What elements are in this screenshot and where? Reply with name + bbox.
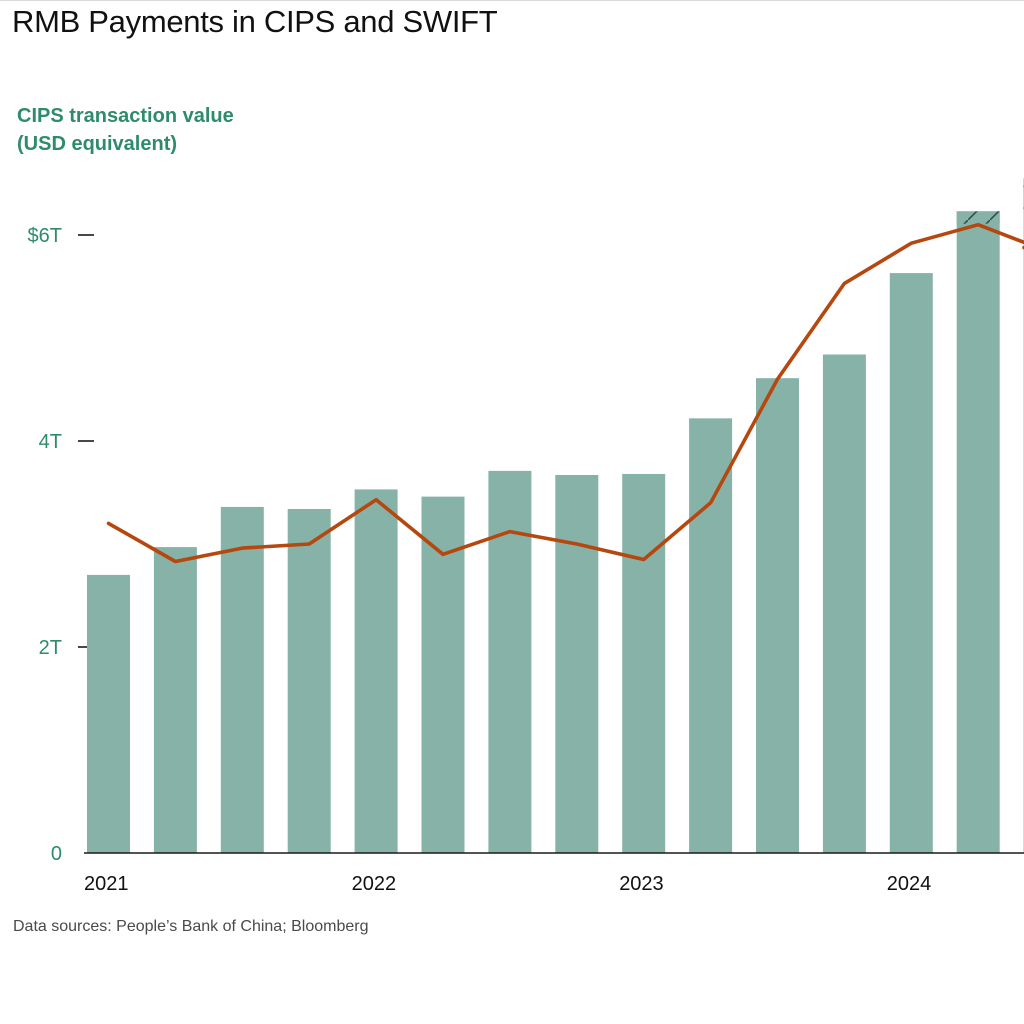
top-rule [0,0,1024,1]
x-tick-label-2: 2023 [619,873,664,895]
bar-2022-q4 [555,474,599,853]
bars [87,178,1024,854]
bar-2022-q1 [354,489,398,853]
y-tick-label-3: $6T [28,225,62,247]
bar-2021-q3 [220,506,264,853]
y-tick-label-0: 0 [51,843,62,865]
x-tick-label-3: 2024 [887,873,932,895]
y-axis: 0 2T 4T $6T [28,225,94,865]
chart-title: RMB Payments in CIPS and SWIFT [12,4,498,39]
bar-2022-q3 [488,470,532,853]
bar-2023-q2 [689,418,733,853]
y-tick-label-2: 4T [39,431,62,453]
line-rmb-share [106,222,1024,564]
bar-2021-q2 [153,547,197,853]
x-tick-label-0: 2021 [84,873,129,895]
bar-2023-q3 [756,378,799,853]
y-axis-title-line-2: (USD equivalent) [17,133,178,155]
bar-hatch-2024-q2 [956,211,1000,224]
bar-2021-q4 [287,508,331,853]
bar-2023-q4 [822,354,866,853]
x-tick-label-1: 2022 [352,873,397,895]
y-axis-title: CIPS transaction value (USD equivalent) [17,102,234,158]
bar-2024-q2 [956,211,1000,853]
line-series [106,222,1024,564]
bar-2023-q1 [622,473,666,853]
x-axis: 2021 2022 2023 2024 [84,873,931,895]
data-source-note: Data sources: People’s Bank of China; Bl… [13,918,369,935]
bar-2021-q1 [87,574,130,853]
y-axis-title-line-1: CIPS transaction value [17,105,234,127]
y-tick-label-1: 2T [39,637,62,659]
bar-2024-q1 [889,273,933,853]
